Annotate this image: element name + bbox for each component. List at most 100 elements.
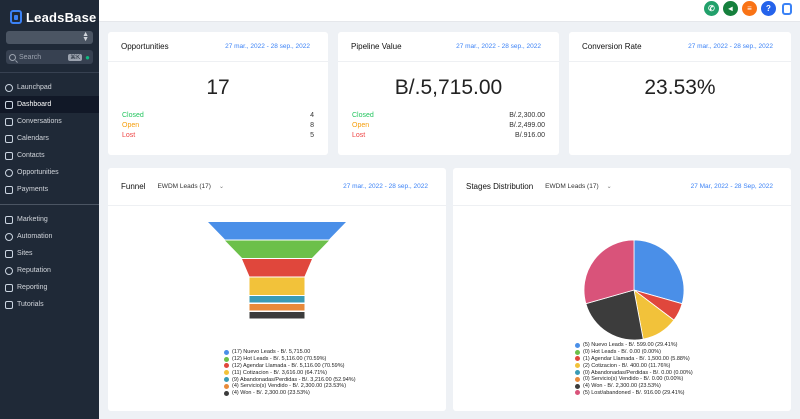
sidebar-item-dashboard[interactable]: Dashboard	[0, 96, 99, 113]
search-shortcut: ⌘K	[68, 53, 83, 61]
card-title: Conversion Rate	[582, 42, 642, 51]
sidebar-nav: Launchpad Dashboard Conversations Calend…	[0, 72, 99, 313]
legend-dot	[224, 370, 229, 376]
megaphone-icon[interactable]: ◂	[723, 1, 738, 16]
funnel-chart	[208, 222, 346, 319]
pie-slice[interactable]	[583, 239, 635, 305]
funnel-segment[interactable]	[225, 240, 329, 259]
legend-label: (0) Abandonadas/Perdidas - B/. 0.00 (0.0…	[583, 369, 693, 376]
pie-slice[interactable]	[585, 289, 644, 341]
divider	[0, 72, 99, 73]
send-icon	[5, 215, 13, 224]
card-title: Stages Distribution	[466, 182, 534, 191]
pipeline-select[interactable]: EWDM Leads (17) ⌄	[157, 183, 224, 190]
calendar-icon	[5, 134, 13, 143]
sidebar-item-tutorials[interactable]: Tutorials	[0, 296, 99, 313]
stat-row-closed: Closed 4	[122, 112, 314, 122]
legend-dot	[575, 363, 580, 369]
sidebar-item-label: Payments	[17, 186, 49, 193]
list-icon[interactable]: ≡	[742, 1, 757, 16]
search-input[interactable]: Search ⌘K ●	[6, 50, 93, 64]
select-arrows-icon: ▲ ▼	[82, 31, 89, 43]
sidebar-item-opportunities[interactable]: Opportunities	[0, 164, 99, 181]
legend-item: (11) Cotizacion - B/. 3,616.00 (64.71%)	[224, 369, 356, 376]
phone-icon[interactable]: ✆	[704, 1, 719, 16]
star-icon	[5, 266, 13, 275]
funnel-segment[interactable]	[249, 277, 305, 296]
sidebar-item-contacts[interactable]: Contacts	[0, 147, 99, 164]
sidebar-item-reputation[interactable]: Reputation	[0, 262, 99, 279]
date-range[interactable]: 27 mar., 2022 - 28 sep., 2022	[688, 43, 773, 50]
sidebar-item-label: Calendars	[17, 135, 49, 142]
legend-label: (12) Agendar Llamada - B/. 5,116.00 (70.…	[232, 362, 345, 369]
legend-item: (5) Lost/abandoned - B/. 916.00 (29.41%)	[575, 390, 693, 397]
card-header-left: Stages Distribution EWDM Leads (17) ⌄	[466, 182, 612, 191]
conversion-value: 23.53%	[644, 76, 716, 99]
funnel-segment[interactable]	[242, 259, 312, 277]
pie-slice[interactable]	[633, 239, 685, 305]
legend-label: (4) Servicio(s) Vendido - B/. 2,300.00 (…	[232, 383, 347, 390]
sidebar-item-conversations[interactable]: Conversations	[0, 113, 99, 130]
brand-icon	[10, 10, 22, 24]
opportunities-value: 17	[206, 76, 230, 99]
date-range[interactable]: 27 mar., 2022 - 28 sep., 2022	[225, 43, 310, 50]
contacts-icon	[5, 151, 13, 160]
stages-legend: (5) Nuevo Leads - B/. 599.00 (29.41%) (0)…	[575, 342, 693, 396]
chevron-down-icon: ⌄	[218, 184, 224, 190]
funnel-segment[interactable]	[249, 296, 305, 303]
stat-value: B/.2,300.00	[509, 112, 545, 119]
legend-label: (5) Lost/abandoned - B/. 916.00 (29.41%)	[583, 389, 685, 396]
sidebar-item-label: Tutorials	[17, 301, 44, 308]
launchpad-icon	[5, 83, 13, 92]
card-header: Opportunities 27 mar., 2022 - 28 sep., 2…	[108, 32, 328, 62]
funnel-segment[interactable]	[208, 222, 346, 240]
legend-label: (0) Servicio(s) Vendido - B/. 0.00 (0.00…	[583, 376, 684, 383]
legend-item: (9) Abandonadas/Perdidas - B/. 3,216.00 …	[224, 376, 356, 383]
pipeline-select-value: EWDM Leads (17)	[545, 183, 599, 190]
date-range[interactable]: 27 Mar, 2022 - 28 Sep, 2022	[690, 183, 773, 190]
stat-label: Closed	[352, 112, 374, 119]
card-header: Conversion Rate 27 mar., 2022 - 28 sep.,…	[569, 32, 791, 62]
date-range[interactable]: 27 mar., 2022 - 28 sep., 2022	[456, 43, 541, 50]
sidebar-item-reporting[interactable]: Reporting	[0, 279, 99, 296]
sidebar-item-marketing[interactable]: Marketing	[0, 211, 99, 228]
funnel-segment[interactable]	[249, 304, 305, 311]
help-icon[interactable]: ?	[761, 1, 776, 16]
legend-dot	[575, 342, 580, 348]
bolt-icon[interactable]: ●	[85, 52, 90, 62]
legend-item: (4) Won - B/. 2,300.00 (23.53%)	[575, 383, 693, 390]
sidebar-item-calendars[interactable]: Calendars	[0, 130, 99, 147]
legend-dot	[224, 377, 229, 383]
sidebar-item-launchpad[interactable]: Launchpad	[0, 79, 99, 96]
payments-icon	[5, 185, 13, 194]
stats-list: Closed B/.2,300.00 Open B/.2,499.00 Lost B/…	[338, 112, 559, 142]
sidebar-item-label: Reputation	[17, 267, 51, 274]
brand-icon[interactable]	[780, 1, 794, 16]
legend-label: (1) Agendar Llamada - B/. 1,500.00 (5.88…	[583, 355, 690, 362]
sidebar-item-automation[interactable]: Automation	[0, 228, 99, 245]
globe-icon	[5, 249, 13, 258]
dashboard-icon	[5, 100, 13, 109]
stages-pie-chart	[583, 239, 685, 341]
sidebar-item-sites[interactable]: Sites	[0, 245, 99, 262]
legend-dot	[224, 390, 229, 396]
pipeline-value: B/.5,715.00	[394, 76, 503, 99]
sidebar-item-label: Marketing	[17, 216, 48, 223]
card-header: Pipeline Value 27 mar., 2022 - 28 sep., …	[338, 32, 559, 62]
sidebar-item-label: Dashboard	[17, 101, 52, 108]
legend-item: (17) Nuevo Leads - B/. 5,715.00	[224, 349, 356, 356]
stat-label: Lost	[352, 132, 366, 139]
location-select[interactable]: ▲ ▼	[6, 31, 93, 44]
app-logo[interactable]: LeadsBase	[0, 0, 99, 26]
legend-item: (5) Nuevo Leads - B/. 599.00 (29.41%)	[575, 342, 693, 349]
date-range[interactable]: 27 mar., 2022 - 28 sep., 2022	[343, 183, 428, 190]
sidebar-item-label: Sites	[17, 250, 33, 257]
pipeline-select[interactable]: EWDM Leads (17) ⌄	[545, 183, 612, 190]
legend-label: (17) Nuevo Leads - B/. 5,715.00	[232, 349, 311, 356]
conversion-card: Conversion Rate 27 mar., 2022 - 28 sep.,…	[569, 32, 791, 155]
card-header-left: Funnel EWDM Leads (17) ⌄	[121, 182, 224, 191]
sidebar-item-payments[interactable]: Payments	[0, 181, 99, 198]
chevron-down-icon: ⌄	[606, 184, 612, 190]
funnel-segment[interactable]	[249, 312, 305, 319]
stat-row-open: Open 8	[122, 122, 314, 132]
